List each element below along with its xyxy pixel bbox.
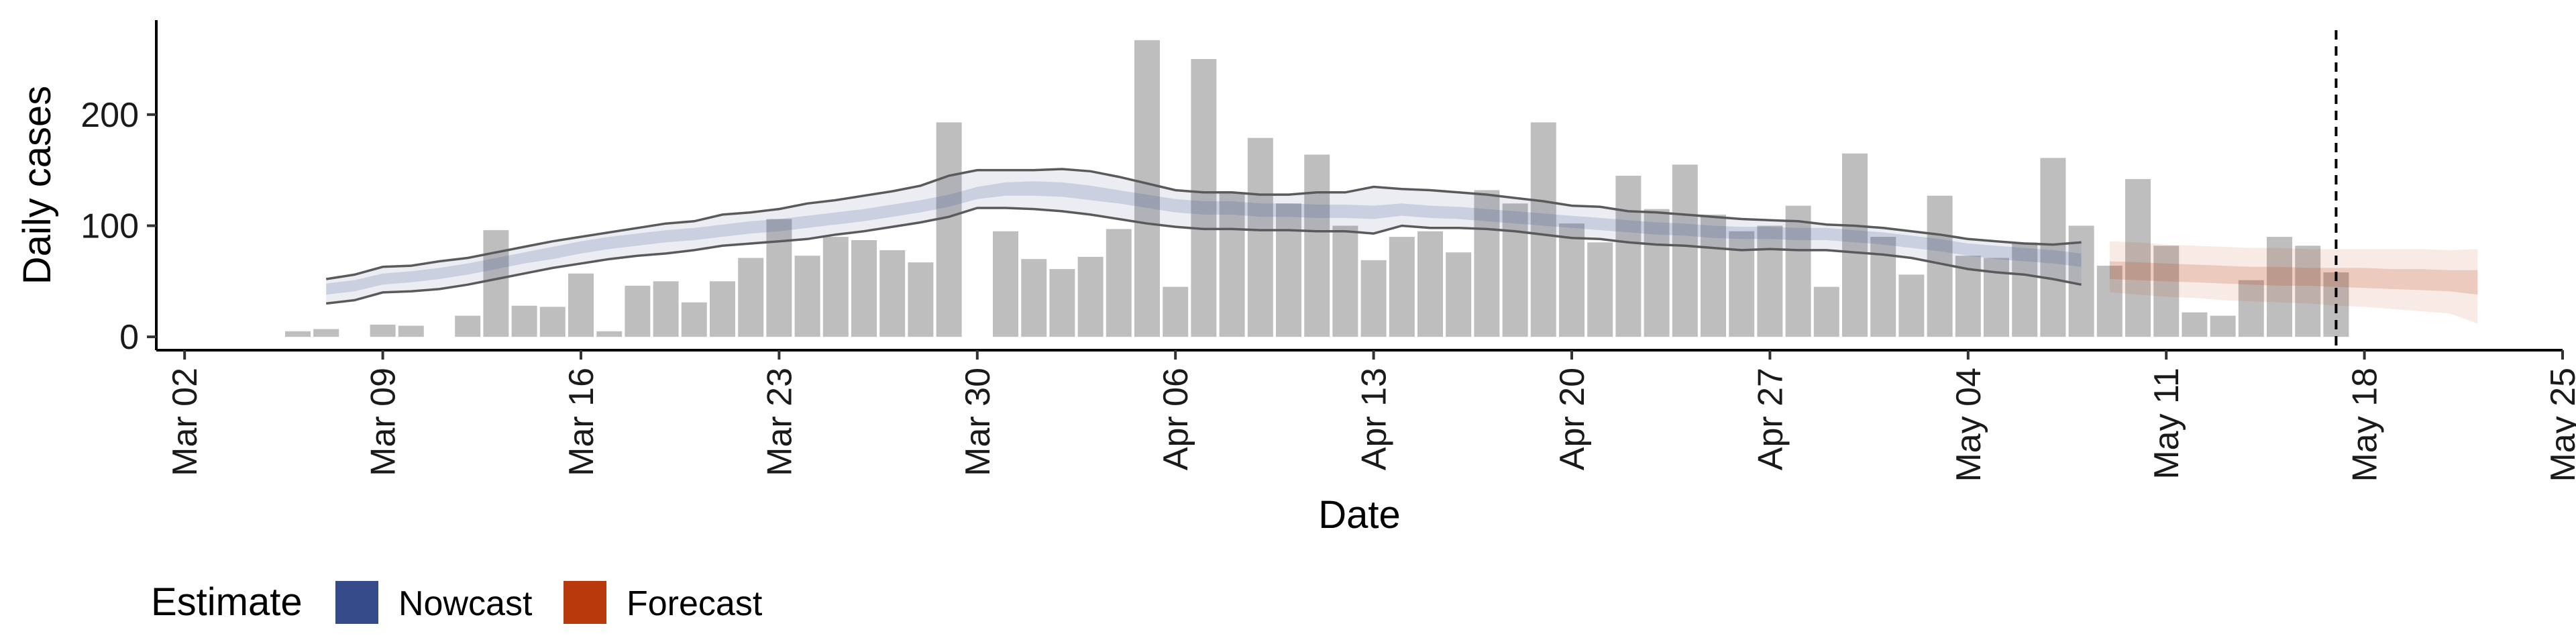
case-bar (2068, 225, 2094, 337)
x-axis-title: Date (1318, 493, 1401, 537)
case-bar (1134, 40, 1160, 337)
x-tick-label: Mar 30 (959, 368, 998, 476)
case-bar (1077, 256, 1104, 337)
case-bar (1446, 252, 1472, 337)
case-bar (285, 331, 311, 337)
legend-label-nowcast: Nowcast (398, 584, 533, 623)
case-bar (1474, 190, 1500, 337)
case-bar (794, 256, 820, 337)
case-bar (2012, 242, 2038, 337)
case-bar (1219, 192, 1245, 337)
case-bar (1247, 138, 1273, 337)
case-bar (1898, 274, 1925, 337)
case-bar (1332, 225, 1358, 337)
case-bar (1021, 259, 1047, 337)
case-bar (1615, 175, 1642, 337)
case-bar (2040, 158, 2066, 337)
case-bar (1701, 214, 1726, 337)
legend-title: Estimate (151, 580, 303, 624)
x-tick-label: Mar 09 (364, 368, 403, 476)
case-bar (370, 324, 396, 337)
case-bar (1813, 286, 1839, 337)
x-tick-label: May 25 (2544, 368, 2576, 482)
case-bar (455, 315, 481, 337)
case-bar (766, 219, 792, 337)
case-bar (1304, 154, 1330, 337)
case-bar (738, 258, 764, 337)
bars-layer (285, 40, 2349, 337)
case-bar (483, 230, 509, 337)
case-bar (2153, 246, 2180, 337)
forecast-outer-band (2109, 241, 2478, 324)
case-bar (511, 305, 537, 337)
case-bar (993, 231, 1018, 337)
case-bar (908, 262, 934, 337)
case-bar (681, 302, 707, 337)
case-bar (2182, 312, 2208, 337)
nowcast-upper-line (325, 168, 2082, 280)
case-bar (1530, 122, 1556, 337)
bands-layer (325, 168, 2478, 324)
case-bar (1672, 164, 1698, 337)
case-bar (1389, 237, 1415, 337)
case-bar (1191, 58, 1217, 337)
case-bar (539, 307, 566, 337)
x-tick-label: May 18 (2346, 368, 2385, 482)
case-bar (1757, 225, 1783, 337)
case-bar (1163, 286, 1189, 337)
case-bar (1644, 209, 1670, 337)
legend-layer: Estimate Nowcast Forecast (151, 580, 763, 624)
forecast-inner-band (2109, 261, 2478, 295)
case-bar (936, 122, 962, 337)
case-bar (1842, 153, 1868, 337)
legend-label-forecast: Forecast (627, 584, 763, 623)
x-tick-label: Apr 13 (1355, 368, 1394, 470)
case-bar (2267, 237, 2292, 337)
legend-swatch-forecast (564, 581, 606, 624)
case-bar (2295, 246, 2321, 337)
case-bar (2125, 178, 2151, 337)
y-tick-label: 100 (80, 207, 139, 246)
x-tick-label: Apr 27 (1751, 368, 1790, 470)
case-bar (596, 331, 623, 337)
x-tick-label: May 04 (1949, 368, 1988, 482)
case-bar (653, 281, 679, 337)
x-tick-label: Apr 06 (1157, 368, 1195, 470)
x-tick-label: May 11 (2147, 368, 2186, 480)
case-bar (1049, 269, 1075, 337)
y-tick-label: 200 (80, 96, 139, 135)
case-bar (851, 240, 877, 337)
case-bar (625, 285, 651, 337)
nowcast-outer-band (326, 169, 2082, 304)
x-tick-label: Mar 16 (562, 368, 601, 476)
case-bar (1106, 229, 1132, 337)
legend-swatch-nowcast (335, 581, 378, 624)
case-bar (1502, 203, 1528, 337)
case-bar (1360, 260, 1387, 337)
case-bar (1785, 205, 1811, 337)
case-bar (2210, 315, 2236, 337)
case-bar (568, 273, 594, 337)
case-bar (2096, 266, 2123, 337)
nowcast-lower-line (325, 207, 2082, 305)
nowcast-inner-band (326, 181, 2082, 295)
case-bar (710, 281, 735, 337)
case-bar (1276, 203, 1301, 337)
y-axis-title: Daily cases (15, 86, 59, 285)
case-bar (398, 325, 424, 337)
case-bar (1417, 231, 1443, 337)
case-bar (1559, 223, 1585, 337)
case-bar (822, 237, 849, 337)
axes-layer: 0 100 200 Mar 02 Mar 09 Mar 16 Mar 23 Mar 30 Apr… (15, 20, 2576, 537)
y-tick-label: 0 (119, 318, 139, 357)
x-tick-label: Apr 20 (1553, 368, 1592, 470)
case-bar (879, 250, 906, 337)
case-bar (313, 329, 339, 337)
case-bar (1587, 242, 1613, 337)
x-tick-label: Mar 02 (166, 368, 205, 476)
case-bar (2238, 280, 2264, 337)
x-tick-label: Mar 23 (760, 368, 799, 476)
